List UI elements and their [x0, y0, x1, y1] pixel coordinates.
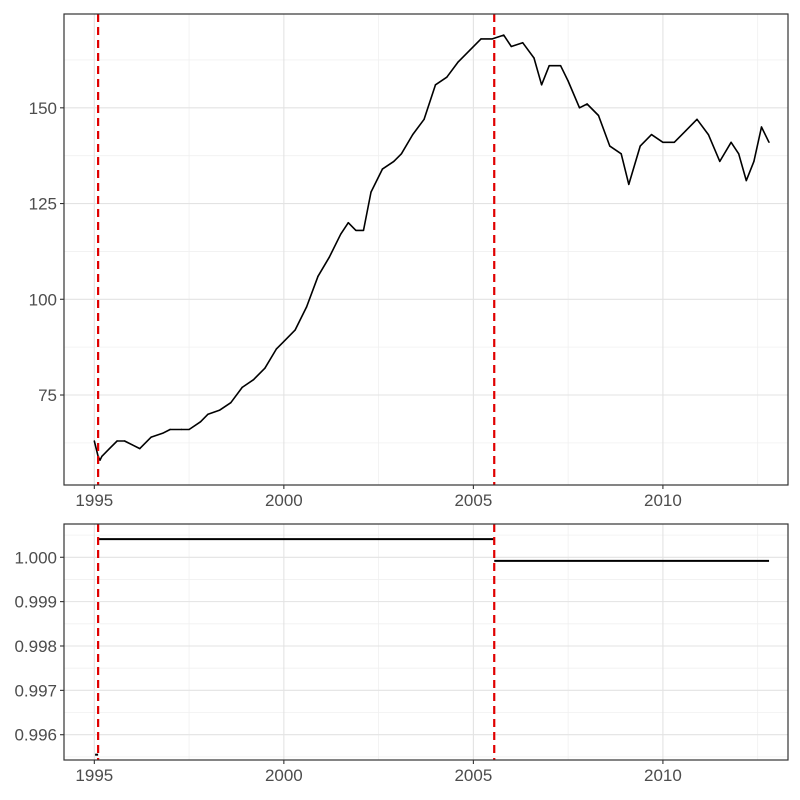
top-data-point: [161, 432, 164, 435]
top-data-point: [503, 34, 505, 36]
top-data-point: [294, 329, 296, 331]
top-data-point: [230, 401, 232, 404]
top-data-point: [355, 229, 357, 232]
bottom-y-tick-label-0: 0.996: [14, 726, 57, 745]
top-data-point: [264, 367, 266, 369]
top-data-point: [99, 459, 101, 461]
top-data-point: [116, 440, 118, 442]
bottom-x-tick-label-0: 1995: [75, 766, 113, 785]
top-data-point: [139, 447, 141, 450]
top-data-point: [188, 428, 190, 431]
top-data-point: [347, 221, 349, 224]
top-data-point: [108, 447, 111, 450]
top-data-point: [275, 348, 277, 350]
top-data-point: [468, 49, 471, 52]
top-data-point: [673, 141, 675, 143]
top-data-point: [609, 145, 611, 147]
top-x-tick-label-0: 1995: [75, 491, 113, 510]
top-data-point: [317, 275, 319, 278]
top-x-tick-label-1: 2000: [265, 491, 303, 510]
top-data-point: [434, 84, 437, 86]
top-data-point: [423, 118, 425, 121]
top-y-tick-label-3: 150: [29, 99, 57, 118]
top-data-point: [521, 42, 524, 44]
top-data-point: [696, 118, 698, 121]
top-data-point: [760, 126, 763, 128]
top-data-point: [628, 183, 630, 186]
top-data-point: [180, 428, 183, 431]
top-data-point: [597, 114, 600, 117]
top-x-tick-label-2: 2005: [454, 491, 492, 510]
bottom-y-tick-label-2: 0.998: [14, 637, 57, 656]
top-data-point: [540, 84, 543, 86]
top-data-point: [650, 133, 653, 136]
bottom-y-tick-label-4: 1.000: [14, 548, 57, 567]
bottom-x-tick-label-1: 2000: [265, 766, 303, 785]
top-data-point: [283, 340, 285, 343]
top-data-point: [578, 107, 581, 109]
top-data-point: [559, 64, 562, 67]
top-data-point: [101, 455, 103, 457]
top-data-point: [340, 233, 342, 235]
top-data-point: [241, 386, 243, 389]
top-data-point: [362, 229, 365, 232]
top-data-point: [745, 179, 748, 182]
top-data-point: [169, 428, 171, 431]
top-data-point: [400, 153, 403, 155]
top-data-point: [707, 133, 710, 136]
top-data-point: [370, 191, 372, 193]
bottom-x-tick-label-2: 2005: [454, 766, 492, 785]
top-y-tick-label-0: 75: [38, 386, 57, 405]
bottom-y-tick-label-1: 0.997: [14, 681, 57, 700]
top-plot-area: [64, 14, 788, 485]
top-data-point: [567, 80, 569, 82]
top-y-tick-label-2: 125: [29, 195, 57, 214]
top-data-point: [93, 440, 96, 442]
bottom-plot-area: [64, 524, 788, 760]
top-data-point: [730, 141, 732, 143]
top-data-point: [199, 421, 202, 423]
top-panel: 1995 2000 2005 2010 75 100 125 150: [29, 13, 789, 510]
top-data-point: [586, 103, 588, 105]
top-panel-border: [63, 13, 789, 486]
bottom-y-tick-label-3: 0.999: [14, 593, 57, 612]
top-data-point: [768, 141, 770, 143]
top-y-tick-label-1: 100: [29, 290, 57, 309]
top-data-point: [218, 409, 221, 412]
top-data-point: [491, 38, 494, 40]
top-data-point: [252, 378, 255, 381]
top-data-point: [738, 153, 740, 155]
top-data-point: [662, 141, 664, 143]
top-data-point: [150, 436, 152, 438]
top-data-point: [123, 440, 126, 442]
top-data-point: [131, 444, 133, 446]
top-data-point: [719, 160, 721, 163]
top-data-point: [753, 160, 755, 163]
top-data-point: [305, 306, 308, 308]
top-data-point: [457, 61, 459, 63]
top-x-tick-label-3: 2010: [644, 491, 682, 510]
top-data-point: [510, 45, 512, 48]
top-data-point: [480, 38, 482, 40]
bottom-panel-border: [63, 523, 789, 761]
bottom-panel: 1995 2000 2005 2010 0.996 0.997 0.998 0.999 1.00…: [14, 523, 789, 785]
top-data-point: [412, 133, 414, 136]
top-data-point: [684, 130, 687, 132]
top-data-point: [207, 413, 209, 415]
top-data-point: [548, 64, 550, 67]
top-data-point: [620, 153, 622, 155]
top-data-point: [533, 57, 535, 59]
top-data-point: [381, 168, 384, 170]
top-data-point: [393, 160, 395, 163]
top-data-point: [446, 76, 448, 78]
top-data-point: [328, 256, 331, 258]
bottom-x-tick-label-3: 2010: [644, 766, 682, 785]
top-data-point: [639, 145, 641, 147]
